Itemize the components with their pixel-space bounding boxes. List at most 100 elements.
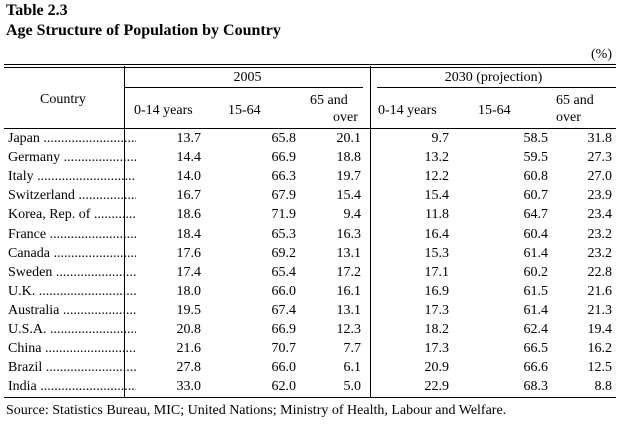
table-cell: 69.2 (271, 245, 297, 261)
table-cell: 23.2 (587, 245, 613, 261)
table-cell: 16.1 (336, 283, 362, 299)
country-name: Italy ..................................… (8, 169, 136, 185)
country-name: Australia ..............................… (8, 302, 136, 318)
table-cell: 11.8 (425, 207, 449, 223)
table-cell: 8.8 (594, 379, 613, 395)
table-cell: 18.8 (336, 150, 362, 166)
col-2030-65-line1: 65 and (556, 93, 594, 108)
table-number: Table 2.3 (6, 2, 68, 19)
country-header: Country (40, 92, 86, 107)
country-name: Korea, Rep. of .........................… (8, 207, 136, 223)
table-cell: 65.4 (271, 264, 297, 280)
country-name: Japan ..................................… (8, 131, 136, 146)
country-name: U.K. ...................................… (8, 283, 136, 299)
table-cell: 27.3 (587, 150, 613, 166)
source-note: Source: Statistics Bureau, MIC; United N… (6, 403, 507, 418)
col-2005-65-line2: over (333, 110, 358, 125)
header-rule (4, 128, 616, 129)
table-cell: 66.3 (271, 169, 297, 185)
table-cell: 23.4 (587, 207, 613, 223)
table-cell: 27.0 (587, 169, 613, 185)
table-cell: 16.4 (424, 226, 450, 242)
table-cell: 65.3 (271, 226, 297, 242)
table-cell: 22.9 (424, 379, 450, 395)
table-cell: 60.2 (523, 264, 549, 280)
table-cell: 22.8 (587, 264, 613, 280)
table-cell: 17.1 (424, 264, 450, 280)
col-2005-0-14: 0-14 years (134, 103, 193, 118)
bottom-rule (4, 397, 616, 398)
table-title: Age Structure of Population by Country (6, 22, 281, 39)
table-cell: 9.7 (431, 131, 450, 146)
table-cell: 66.0 (271, 360, 297, 376)
country-name: China ..................................… (8, 341, 136, 357)
table-cell: 23.2 (587, 226, 613, 242)
table-cell: 18.0 (176, 283, 202, 299)
table-cell: 58.5 (523, 131, 549, 146)
table-cell: 17.6 (176, 245, 202, 261)
country-name: Brazil .................................… (8, 360, 136, 376)
country-name: Sweden .................................… (8, 264, 136, 280)
group-rule-2030 (377, 87, 616, 88)
table-cell: 14.0 (176, 169, 202, 185)
table-cell: 15.3 (424, 245, 450, 261)
table-cell: 21.6 (587, 283, 613, 299)
table-cell: 15.4 (336, 188, 362, 204)
table-cell: 19.5 (176, 302, 202, 318)
table-cell: 60.4 (523, 226, 549, 242)
table-cell: 66.9 (271, 150, 297, 166)
country-name: France .................................… (8, 226, 136, 242)
table-cell: 17.2 (336, 264, 362, 280)
country-name: Germany ................................… (8, 150, 136, 166)
table-cell: 16.7 (176, 188, 202, 204)
country-name: Switzerland ............................… (8, 188, 136, 204)
table-cell: 20.9 (424, 360, 450, 376)
table-cell: 70.7 (271, 341, 297, 357)
table-cell: 27.8 (176, 360, 202, 376)
table-cell: 12.2 (424, 169, 450, 185)
table-cell: 60.7 (523, 188, 549, 204)
table-cell: 66.6 (523, 360, 549, 376)
table-cell: 5.0 (343, 379, 362, 395)
table-cell: 68.3 (523, 379, 549, 395)
table-cell: 23.9 (587, 188, 613, 204)
table-cell: 64.7 (523, 207, 549, 223)
table-cell: 61.4 (523, 302, 549, 318)
group-2005-header: 2005 (233, 70, 262, 85)
table-cell: 18.4 (176, 226, 202, 242)
table-cell: 62.0 (271, 379, 297, 395)
table-cell: 66.0 (271, 283, 297, 299)
table-cell: 13.7 (176, 131, 202, 146)
col-2005-15-64: 15-64 (228, 103, 261, 118)
table-cell: 9.4 (343, 207, 362, 223)
table-cell: 33.0 (176, 379, 202, 395)
table-cell: 20.1 (336, 131, 362, 146)
col-2030-65-line2: over (556, 110, 581, 125)
table-cell: 12.3 (336, 322, 362, 337)
table-cell: 21.3 (587, 302, 613, 318)
table-cell: 65.8 (271, 131, 297, 146)
table-cell: 66.5 (523, 341, 549, 357)
table-cell: 16.9 (424, 283, 450, 299)
table-cell: 17.3 (424, 341, 450, 357)
table-cell: 19.7 (336, 169, 362, 185)
col-2005-65-line1: 65 and (310, 93, 348, 108)
country-name: Canada .................................… (8, 245, 136, 261)
table-cell: 17.3 (424, 302, 450, 318)
table-cell: 18.2 (424, 322, 450, 337)
country-name: U.S.A. .................................… (8, 322, 136, 337)
table-cell: 20.8 (176, 322, 202, 337)
table-cell: 71.9 (271, 207, 297, 223)
col-2030-15-64: 15-64 (478, 103, 511, 118)
group-2030-header: 2030 (projection) (444, 70, 543, 85)
country-name: India ..................................… (8, 379, 136, 395)
table-cell: 7.7 (343, 341, 362, 357)
table-cell: 67.9 (271, 188, 297, 204)
top-double-rule-1 (4, 64, 616, 65)
group-rule-2005 (125, 87, 363, 88)
table-cell: 14.4 (176, 150, 202, 166)
table-cell: 61.4 (523, 245, 549, 261)
table-cell: 16.3 (336, 226, 362, 242)
unit-label: (%) (591, 47, 612, 62)
table-cell: 60.8 (523, 169, 549, 185)
